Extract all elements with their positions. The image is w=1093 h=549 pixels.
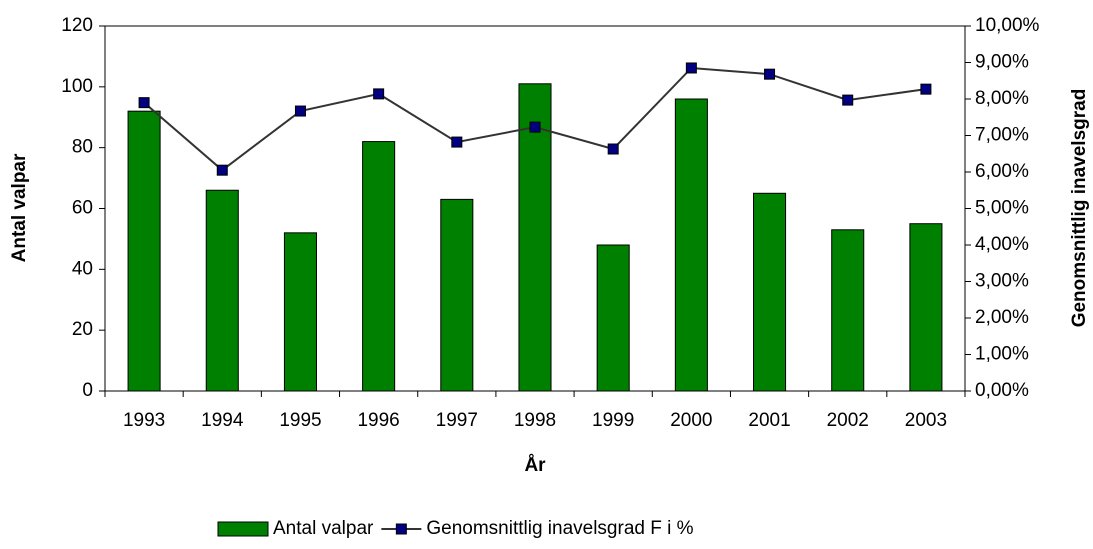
line-marker xyxy=(842,94,854,106)
y-tick-label: 60 xyxy=(72,198,93,219)
y2-tick-label: 5,00% xyxy=(975,198,1029,219)
bar xyxy=(127,110,161,392)
x-tick-label: 2000 xyxy=(670,410,712,431)
x-axis-title: År xyxy=(524,455,546,476)
y2-tick-label: 0,00% xyxy=(975,380,1029,401)
y-axis-title: Antal valpar xyxy=(9,153,30,262)
y-tick-label: 40 xyxy=(72,258,93,279)
x-tick-label: 1998 xyxy=(514,410,556,431)
x-tick-label: 2001 xyxy=(748,410,790,431)
line-marker xyxy=(920,83,932,95)
bar xyxy=(831,229,865,392)
x-tick-label: 2002 xyxy=(827,410,869,431)
legend-marker xyxy=(395,523,407,535)
legend-label: Genomsnittlig inavelsgrad F i % xyxy=(426,518,693,539)
y-tick-label: 100 xyxy=(61,76,93,97)
y2-tick-label: 8,00% xyxy=(975,88,1029,109)
legend-label: Antal valpar xyxy=(273,518,374,539)
x-tick-label: 1993 xyxy=(123,410,165,431)
line-marker xyxy=(294,105,306,117)
line-marker xyxy=(216,164,228,176)
y2-tick-label: 9,00% xyxy=(975,52,1029,73)
line-marker xyxy=(529,121,541,133)
y2-tick-label: 4,00% xyxy=(975,234,1029,255)
bar xyxy=(909,223,943,392)
y2-axis-title: Genomsnittlig inavelsgrad xyxy=(1069,89,1090,328)
legend-swatch xyxy=(217,521,269,537)
line-marker xyxy=(373,88,385,100)
line-marker xyxy=(764,68,776,80)
y2-tick-label: 1,00% xyxy=(975,344,1029,365)
line-marker xyxy=(451,136,463,148)
y-tick-label: 120 xyxy=(61,15,93,36)
line-marker xyxy=(685,62,697,74)
x-tick-label: 1995 xyxy=(279,410,321,431)
bar xyxy=(596,244,630,392)
line-marker xyxy=(138,97,150,109)
bar xyxy=(518,83,552,392)
y2-tick-label: 3,00% xyxy=(975,271,1029,292)
bar xyxy=(205,189,239,392)
x-tick-label: 2003 xyxy=(905,410,947,431)
bar xyxy=(283,232,317,392)
y-tick-label: 0 xyxy=(82,380,93,401)
bar xyxy=(753,192,787,392)
y2-tick-label: 7,00% xyxy=(975,125,1029,146)
y-tick-label: 20 xyxy=(72,319,93,340)
bar xyxy=(674,98,708,392)
x-tick-label: 1996 xyxy=(357,410,399,431)
y2-tick-label: 10,00% xyxy=(975,15,1040,36)
y2-tick-label: 2,00% xyxy=(975,307,1029,328)
line-marker xyxy=(607,143,619,155)
x-tick-label: 1997 xyxy=(436,410,478,431)
bar xyxy=(440,198,474,392)
y-tick-label: 80 xyxy=(72,137,93,158)
x-tick-label: 1994 xyxy=(201,410,244,431)
y2-tick-label: 6,00% xyxy=(975,161,1029,182)
x-tick-label: 1999 xyxy=(592,410,634,431)
bar xyxy=(362,141,396,392)
